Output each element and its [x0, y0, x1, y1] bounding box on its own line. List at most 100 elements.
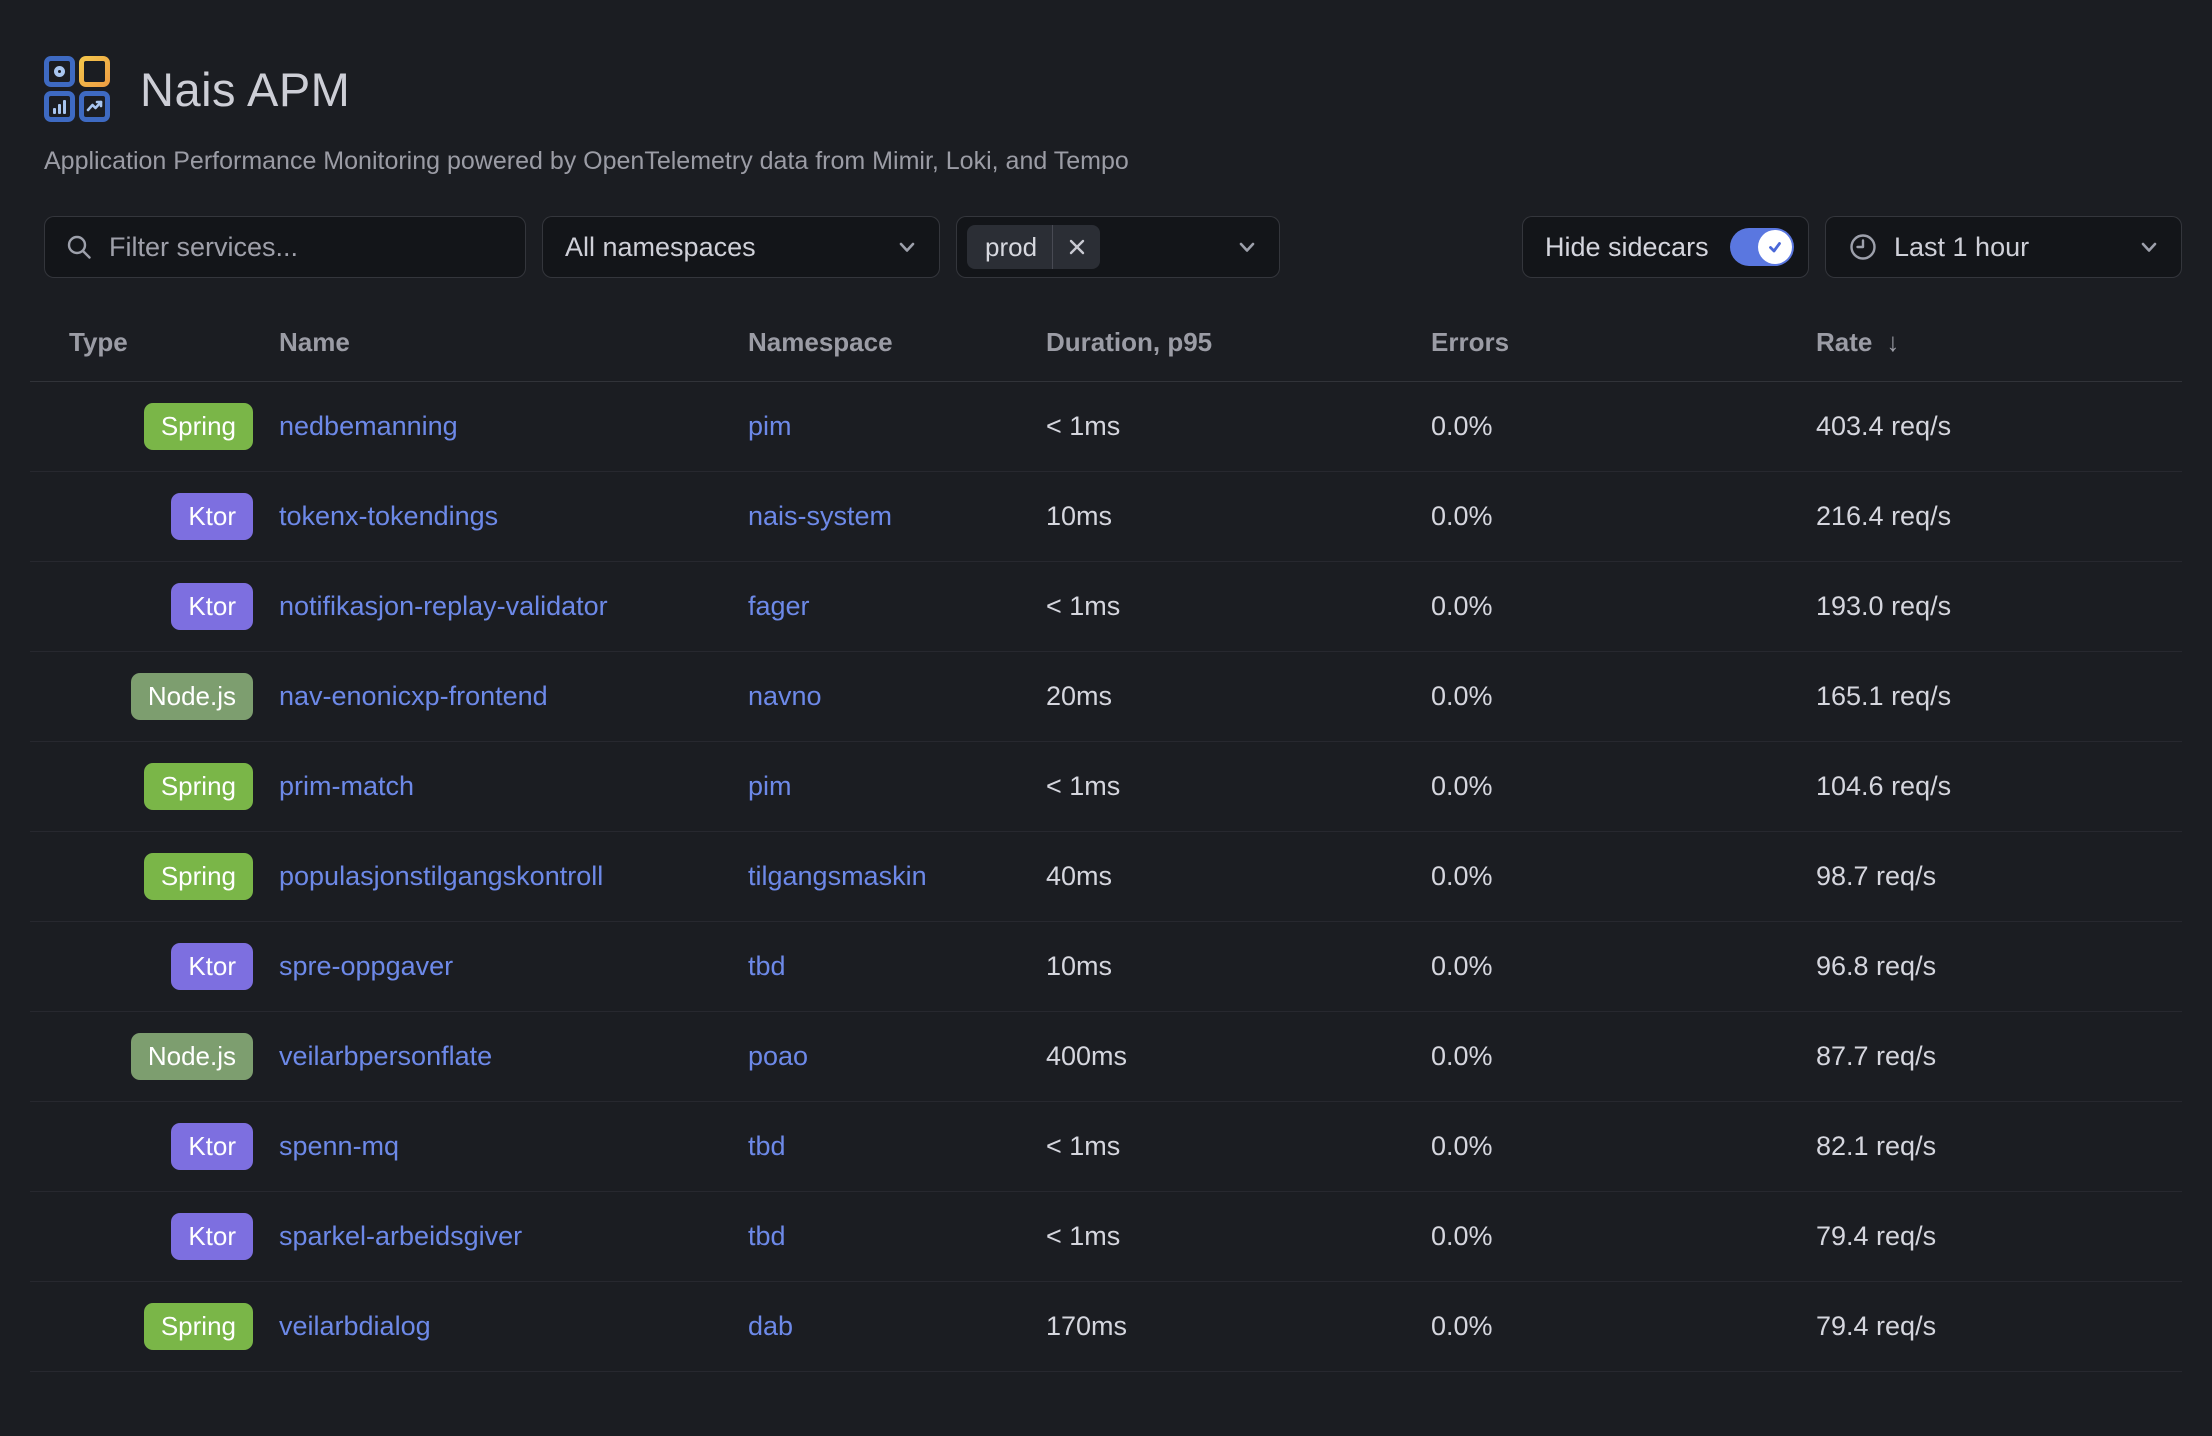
service-name-link[interactable]: nedbemanning [279, 411, 458, 441]
duration-cell: < 1ms [1046, 591, 1121, 621]
rate-cell: 96.8 req/s [1816, 951, 1937, 981]
service-name-link[interactable]: nav-enonicxp-frontend [279, 681, 548, 711]
table-row: Spring veilarbdialog dab 170ms 0.0% 79.4… [30, 1282, 2182, 1372]
column-header-rate[interactable]: Rate ↓ [1816, 327, 1900, 357]
namespace-cell: tbd [748, 1131, 1046, 1162]
table-body: Spring nedbemanning pim < 1ms 0.0% 403.4… [30, 382, 2182, 1372]
rate-cell: 193.0 req/s [1816, 591, 1952, 621]
remove-env-tag-button[interactable] [1052, 225, 1100, 269]
namespace-link[interactable]: nais-system [748, 501, 893, 531]
service-name-link[interactable]: populasjonstilgangskontroll [279, 861, 604, 891]
type-cell: Ktor [30, 943, 279, 990]
duration-cell: 10ms [1046, 951, 1113, 981]
errors-cell: 0.0% [1431, 771, 1493, 801]
type-cell: Ktor [30, 583, 279, 630]
type-badge: Spring [143, 1303, 253, 1350]
namespace-link[interactable]: pim [748, 771, 792, 801]
table-row: Spring populasjonstilgangskontroll tilga… [30, 832, 2182, 922]
services-table: Type Name Namespace Duration, p95 Errors… [30, 304, 2182, 1372]
rate-cell: 98.7 req/s [1816, 861, 1937, 891]
page-header: Nais APM Application Performance Monitor… [30, 56, 2182, 176]
namespace-cell: fager [748, 591, 1046, 622]
table-row: Spring nedbemanning pim < 1ms 0.0% 403.4… [30, 382, 2182, 472]
column-header-duration[interactable]: Duration, p95 [1046, 327, 1213, 357]
duration-cell: 20ms [1046, 681, 1113, 711]
namespace-cell: nais-system [748, 501, 1046, 532]
service-name-link[interactable]: veilarbdialog [279, 1311, 431, 1341]
service-name-link[interactable]: spenn-mq [279, 1131, 400, 1161]
clock-icon [1848, 232, 1878, 262]
type-cell: Ktor [30, 493, 279, 540]
service-name-link[interactable]: prim-match [279, 771, 415, 801]
search-input[interactable] [107, 230, 505, 264]
name-cell: tokenx-tokendings [279, 501, 748, 532]
type-cell: Node.js [30, 1033, 279, 1080]
errors-cell: 0.0% [1431, 951, 1493, 981]
type-badge: Spring [143, 403, 253, 450]
logo-yellow-tile-icon [79, 56, 110, 87]
column-header-type[interactable]: Type [69, 327, 128, 357]
rate-cell: 79.4 req/s [1816, 1221, 1937, 1251]
name-cell: notifikasjon-replay-validator [279, 591, 748, 622]
namespace-link[interactable]: navno [748, 681, 822, 711]
table-row: Ktor spenn-mq tbd < 1ms 0.0% 82.1 req/s [30, 1102, 2182, 1192]
errors-cell: 0.0% [1431, 501, 1493, 531]
namespace-link[interactable]: tbd [748, 1131, 786, 1161]
duration-cell: 170ms [1046, 1311, 1128, 1341]
service-name-link[interactable]: sparkel-arbeidsgiver [279, 1221, 523, 1251]
chevron-down-icon [895, 235, 919, 259]
namespace-cell: poao [748, 1041, 1046, 1072]
type-badge: Node.js [130, 1033, 253, 1080]
namespace-cell: tbd [748, 1221, 1046, 1252]
service-name-link[interactable]: tokenx-tokendings [279, 501, 499, 531]
time-range-picker[interactable]: Last 1 hour [1825, 216, 2182, 278]
toggle-knob-check-icon [1758, 230, 1792, 264]
type-badge: Spring [143, 763, 253, 810]
name-cell: veilarbpersonflate [279, 1041, 748, 1072]
app-logo-icon [44, 56, 110, 122]
namespace-link[interactable]: pim [748, 411, 792, 441]
service-name-link[interactable]: spre-oppgaver [279, 951, 454, 981]
namespace-cell: tbd [748, 951, 1046, 982]
namespace-select[interactable]: All namespaces [542, 216, 940, 278]
duration-cell: 10ms [1046, 501, 1113, 531]
logo-circle-tile-icon [44, 56, 75, 87]
table-row: Ktor notifikasjon-replay-validator fager… [30, 562, 2182, 652]
namespace-cell: dab [748, 1311, 1046, 1342]
errors-cell: 0.0% [1431, 861, 1493, 891]
errors-cell: 0.0% [1431, 1131, 1493, 1161]
column-header-errors[interactable]: Errors [1431, 327, 1510, 357]
type-cell: Spring [30, 403, 279, 450]
table-row: Ktor spre-oppgaver tbd 10ms 0.0% 96.8 re… [30, 922, 2182, 1012]
errors-cell: 0.0% [1431, 1311, 1493, 1341]
name-cell: sparkel-arbeidsgiver [279, 1221, 748, 1252]
env-tag: prod [967, 225, 1101, 269]
env-tag-label: prod [985, 231, 1038, 262]
sort-desc-icon: ↓ [1886, 327, 1900, 357]
name-cell: veilarbdialog [279, 1311, 748, 1342]
rate-cell: 216.4 req/s [1816, 501, 1952, 531]
type-cell: Node.js [30, 673, 279, 720]
namespace-link[interactable]: tilgangsmaskin [748, 861, 927, 891]
duration-cell: 400ms [1046, 1041, 1128, 1071]
namespace-cell: pim [748, 411, 1046, 442]
environment-select[interactable]: prod [956, 216, 1280, 278]
hide-sidecars-toggle[interactable] [1730, 228, 1794, 266]
duration-cell: 40ms [1046, 861, 1113, 891]
page-subtitle: Application Performance Monitoring power… [44, 147, 1129, 175]
namespace-link[interactable]: tbd [748, 1221, 786, 1251]
type-badge: Ktor [171, 1213, 253, 1260]
service-name-link[interactable]: veilarbpersonflate [279, 1041, 493, 1071]
rate-cell: 403.4 req/s [1816, 411, 1952, 441]
logo-barchart-tile-icon [44, 91, 75, 122]
service-name-link[interactable]: notifikasjon-replay-validator [279, 591, 608, 621]
namespace-link[interactable]: dab [748, 1311, 794, 1341]
column-header-namespace[interactable]: Namespace [748, 327, 893, 357]
rate-cell: 165.1 req/s [1816, 681, 1952, 711]
column-header-name[interactable]: Name [279, 327, 350, 357]
namespace-cell: tilgangsmaskin [748, 861, 1046, 892]
namespace-cell: navno [748, 681, 1046, 712]
namespace-link[interactable]: poao [748, 1041, 809, 1071]
namespace-link[interactable]: tbd [748, 951, 786, 981]
namespace-link[interactable]: fager [748, 591, 810, 621]
